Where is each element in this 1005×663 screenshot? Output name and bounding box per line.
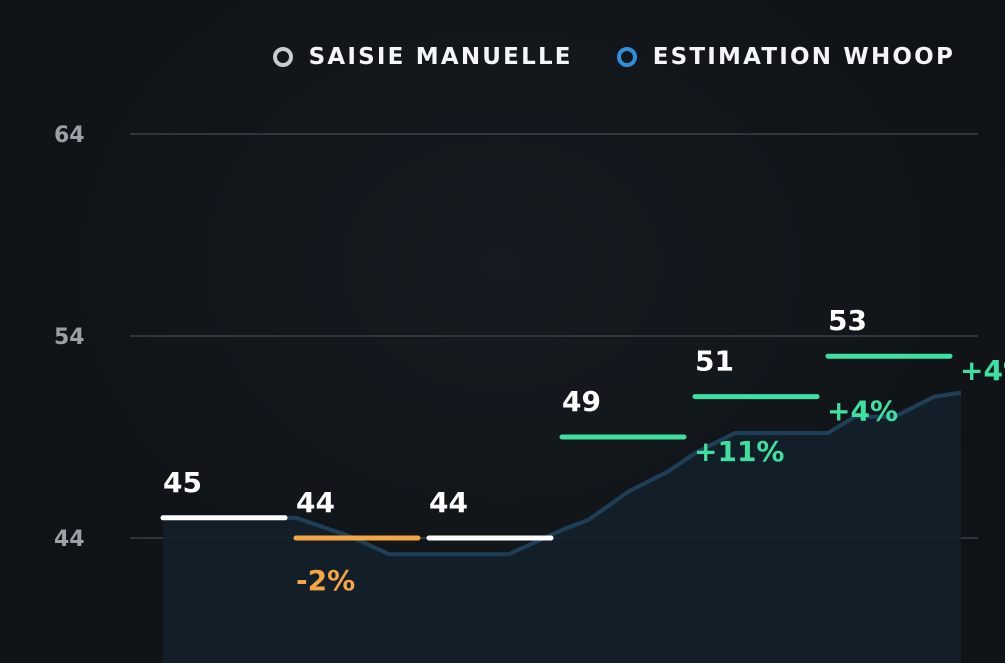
legend-item-whoop[interactable]: ESTIMATION WHOOP: [616, 44, 955, 70]
whoop-estimate-line: [163, 390, 962, 557]
y-tick-label-64: 64: [54, 123, 85, 148]
manual-entry-value-5: 51: [695, 345, 734, 378]
whoop-estimate-ring-icon: [616, 47, 637, 67]
manual-entry-value-4: 49: [562, 385, 601, 418]
y-tick-label-44: 44: [54, 527, 85, 552]
legend-label-manual: SAISIE MANUELLE: [308, 44, 573, 70]
manual-entry-value-3: 44: [429, 486, 468, 519]
chart-legend: SAISIE MANUELLE ESTIMATION WHOOP: [272, 44, 955, 70]
manual-entry-value-6: 53: [828, 304, 867, 337]
manual-entry-change-4: +11%: [694, 435, 784, 468]
manual-entry-change-2: -2%: [296, 564, 355, 597]
manual-entry-change-5: +4%: [827, 395, 898, 428]
y-tick-label-54: 54: [54, 325, 85, 350]
legend-label-whoop: ESTIMATION WHOOP: [652, 44, 955, 70]
manual-entry-change-6: +4%: [960, 354, 1005, 387]
whoop-estimate-area: [163, 392, 961, 663]
manual-entry-ring-icon: [272, 47, 293, 67]
manual-entry-value-2: 44: [296, 486, 335, 519]
legend-item-manual[interactable]: SAISIE MANUELLE: [272, 44, 573, 70]
manual-entry-value-1: 45: [163, 466, 202, 499]
